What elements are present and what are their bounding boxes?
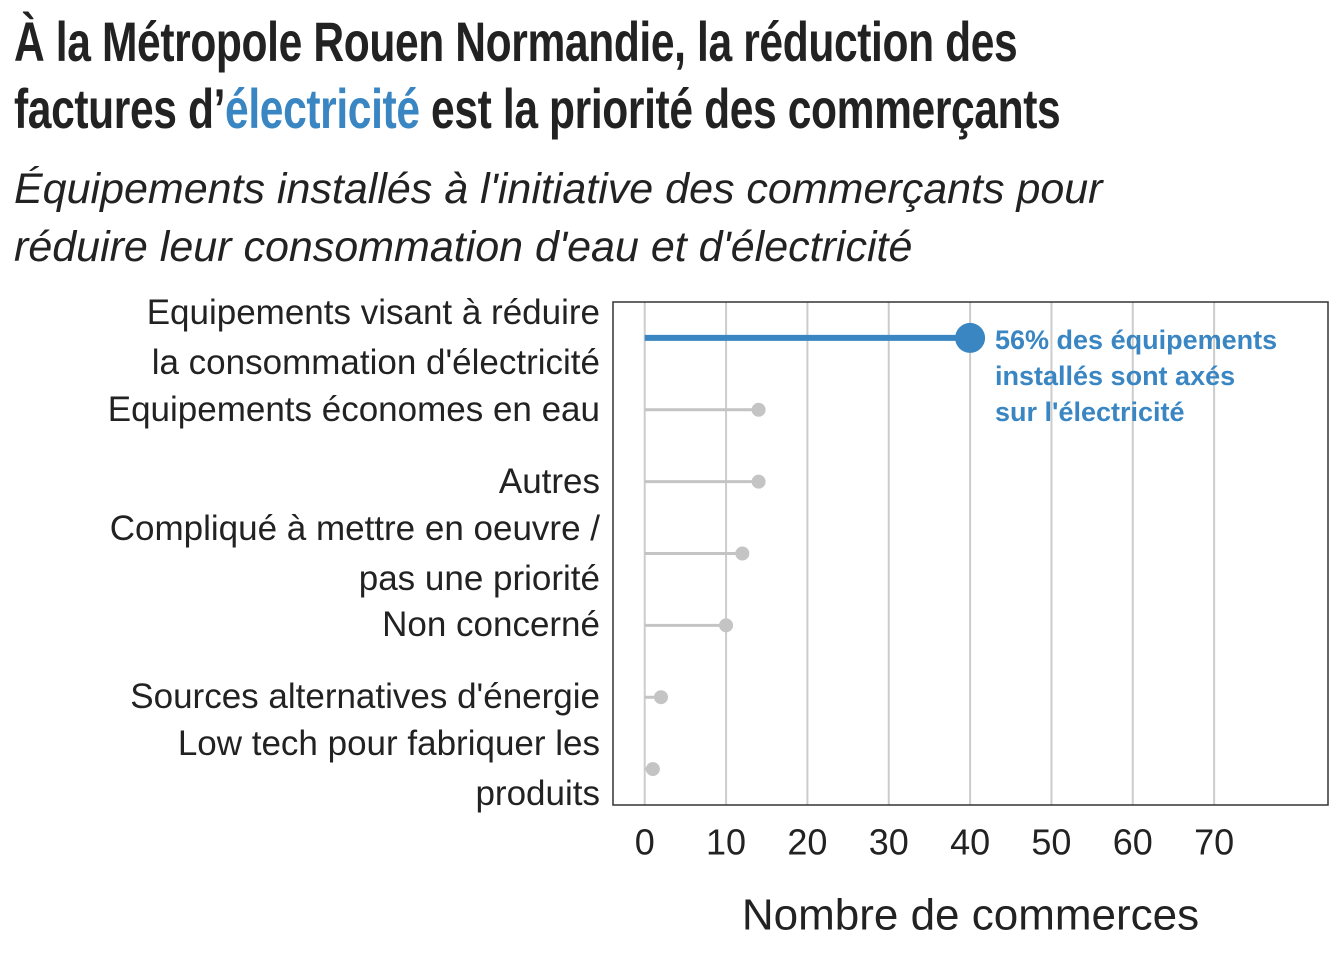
- x-tick-label: 10: [706, 822, 746, 863]
- dot: [751, 474, 766, 489]
- dot: [751, 402, 766, 417]
- x-tick-label: 50: [1031, 822, 1071, 863]
- title-part: À la Métropole Rouen Normandie, la réduc…: [14, 10, 1018, 140]
- y-tick-label: Sources alternatives d'énergie: [130, 677, 600, 717]
- y-tick-label: Autres: [498, 461, 600, 501]
- y-tick-label: Non concerné: [382, 605, 600, 645]
- annotation: 56% des équipements installés sont axés …: [995, 325, 1278, 427]
- plot-frame: [612, 301, 1329, 806]
- title-part: est la priorité des commerçants: [419, 77, 1061, 140]
- x-tick-label: 0: [635, 822, 655, 863]
- x-tick-label: 70: [1194, 822, 1234, 863]
- x-tick-label: 30: [869, 822, 909, 863]
- dot: [719, 618, 734, 633]
- title-highlight: électricité: [225, 77, 420, 140]
- y-tick-label: Low tech pour fabriquer les produits: [177, 724, 600, 814]
- x-tick-label: 60: [1113, 822, 1153, 863]
- dot: [653, 690, 668, 705]
- x-tick-label: 20: [787, 822, 827, 863]
- dot: [735, 546, 750, 561]
- y-tick-label: Compliqué à mettre en oeuvre / pas une p…: [109, 508, 600, 598]
- dot: [955, 322, 986, 353]
- y-tick-label: Equipements visant à réduire la consomma…: [146, 292, 600, 382]
- x-tick-label: 40: [950, 822, 990, 863]
- chart-title: À la Métropole Rouen Normandie, la réduc…: [14, 8, 1268, 142]
- chart-subtitle: Équipements installés à l'initiative des…: [14, 165, 1103, 271]
- y-tick-label: Equipements économes en eau: [107, 389, 600, 429]
- dot: [645, 762, 660, 777]
- x-axis-title: Nombre de commerces: [742, 891, 1199, 940]
